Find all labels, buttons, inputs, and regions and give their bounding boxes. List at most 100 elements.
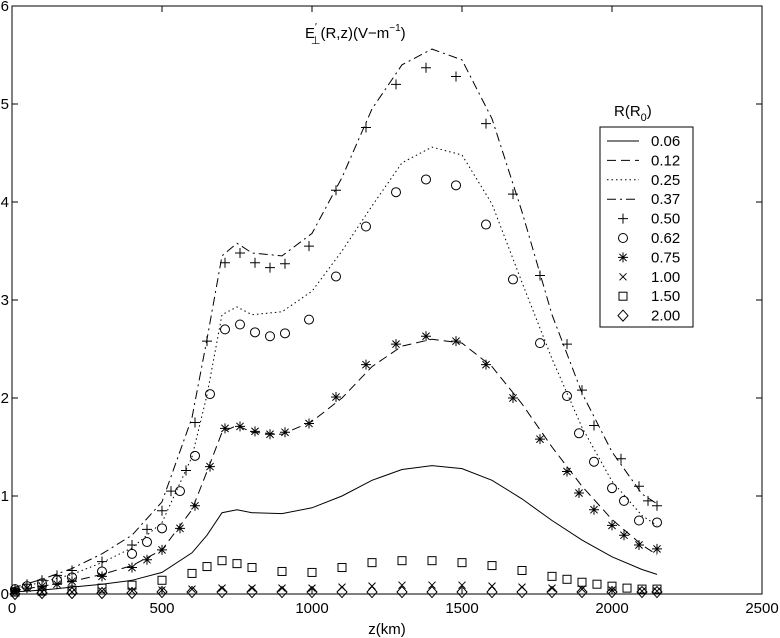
data-point-plus [157, 505, 167, 516]
series-0-25 [11, 146, 658, 590]
data-point-asterisk [52, 579, 62, 590]
data-point-plus [331, 185, 341, 196]
data-point-square [397, 556, 407, 566]
series-layer [9, 48, 663, 601]
data-point-diamond [216, 585, 228, 599]
data-point-plus [589, 420, 599, 431]
legend-swatch-plus [618, 213, 628, 224]
data-point-circle [142, 537, 152, 548]
data-point-plus [280, 258, 290, 269]
series-2-00 [9, 585, 663, 601]
data-point-square [652, 584, 662, 594]
data-point-square [67, 585, 77, 595]
data-point-asterisk [331, 392, 341, 403]
data-point-plus [481, 118, 491, 129]
data-point-diamond [186, 585, 198, 599]
data-point-square [187, 568, 197, 578]
data-point-circle [451, 180, 461, 191]
data-point-asterisk [235, 421, 245, 432]
data-point-square [127, 580, 137, 590]
data-point-circle [127, 548, 137, 559]
data-point-square [247, 563, 257, 573]
data-point-plus [535, 270, 545, 281]
series-line [11, 465, 658, 593]
data-point-plus [235, 247, 245, 258]
data-point-plus [190, 417, 200, 428]
data-point-square [487, 561, 497, 571]
data-point-asterisk [142, 554, 152, 565]
data-point-diamond [651, 585, 663, 599]
data-point-cross [398, 581, 406, 590]
data-point-cross [578, 585, 586, 593]
legend-item-1-00: 1.00 [619, 269, 680, 286]
data-point-diamond [396, 585, 408, 599]
data-point-asterisk [280, 427, 290, 438]
data-point-circle [535, 338, 545, 349]
legend-title-close: ) [647, 103, 652, 120]
data-point-diamond [546, 585, 558, 599]
data-point-plus [250, 257, 260, 268]
data-point-square [457, 558, 467, 568]
data-point-circle [220, 324, 230, 335]
legend-label: 0.62 [651, 230, 680, 247]
x-tick-label: 1000 [295, 600, 328, 617]
legend-swatch-cross [619, 272, 627, 281]
data-point-circle [574, 428, 584, 439]
data-point-plus [421, 62, 431, 73]
data-point-plus [577, 385, 587, 396]
data-point-asterisk [451, 336, 461, 347]
data-point-plus [202, 336, 212, 347]
tick-layer: 0 500 1000 1500 2000 2500 0 1 2 3 4 5 6 [1, 0, 779, 617]
data-point-circle [481, 219, 491, 230]
data-point-circle [607, 483, 617, 494]
data-point-asterisk [607, 520, 617, 531]
y-tick-label: 1 [1, 488, 9, 505]
x-tick-label: 500 [149, 600, 174, 617]
data-point-plus [451, 71, 461, 82]
title-exponent: −1 [389, 23, 401, 34]
data-point-asterisk [574, 488, 584, 499]
data-point-circle [265, 331, 275, 342]
data-point-circle [361, 221, 371, 232]
data-point-asterisk [652, 543, 662, 554]
data-point-square [427, 556, 437, 566]
legend-item-0-06: 0.06 [607, 133, 680, 150]
data-point-square [97, 583, 107, 593]
data-point-cross [98, 587, 106, 595]
legend-label: 2.00 [651, 308, 680, 325]
plot-area: 0 500 1000 1500 2000 2500 0 1 2 3 4 5 6 [1, 0, 779, 617]
data-point-diamond [36, 586, 48, 600]
title-subscript: ⊥ [311, 35, 321, 47]
data-point-plus [181, 465, 191, 476]
data-point-plus [391, 79, 401, 90]
data-point-plus [265, 262, 275, 273]
data-point-circle [250, 327, 260, 338]
legend-swatch-diamond [617, 309, 629, 322]
data-point-square [517, 565, 527, 575]
data-point-square [622, 583, 632, 593]
data-point-circle [280, 328, 290, 339]
data-point-plus [220, 257, 230, 268]
data-point-circle [652, 517, 662, 528]
data-point-cross [188, 585, 196, 593]
data-point-diamond [456, 585, 468, 599]
y-tick-label: 5 [1, 96, 9, 113]
data-point-plus [142, 524, 152, 535]
data-point-circle [589, 456, 599, 467]
data-point-square [367, 558, 377, 568]
data-point-square [157, 575, 167, 585]
series-0-06 [11, 465, 658, 593]
data-point-cross [458, 581, 466, 590]
legend-label: 1.00 [651, 269, 680, 286]
data-point-asterisk [361, 359, 371, 370]
legend-swatch-circle [618, 233, 628, 243]
legend: R(R0) 0.06 0.12 0.25 0.37 0.50 0.62 0.75 1.00 1.… [599, 103, 694, 328]
legend-swatch-asterisk [618, 252, 628, 263]
legend-item-0-37: 0.37 [607, 191, 680, 208]
data-point-asterisk [634, 540, 644, 550]
data-point-square [637, 584, 647, 594]
y-tick-label: 0 [1, 586, 9, 603]
data-point-diamond [336, 585, 348, 599]
legend-label: 0.50 [651, 211, 680, 228]
x-tick-label: 2000 [595, 600, 628, 617]
